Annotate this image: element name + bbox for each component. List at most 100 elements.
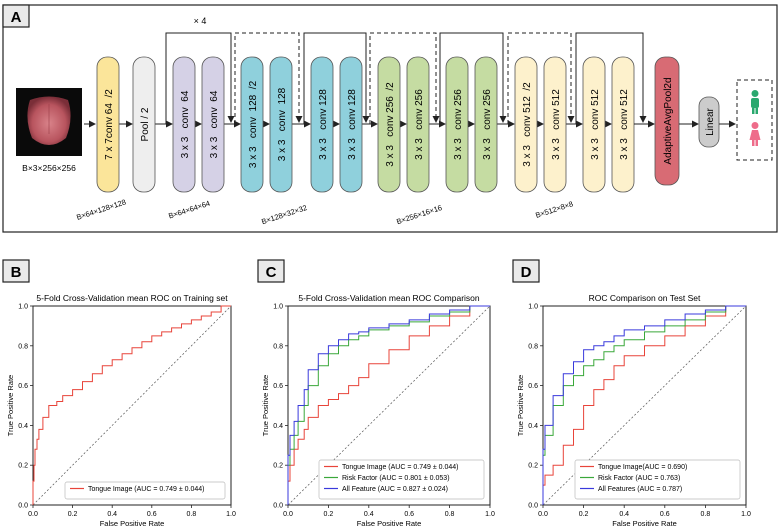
layer-block (474, 56, 498, 193)
person-leg (752, 140, 755, 146)
person-leg (752, 108, 755, 114)
x-tick-label: 0.4 (619, 511, 629, 518)
y-tick-label: 0.6 (273, 383, 283, 390)
person-leg (755, 140, 758, 146)
person-head (751, 122, 759, 129)
layer-label: 3 x 3 conv 128 (318, 89, 329, 160)
layer-label: 3 x 3 conv 128 (347, 89, 358, 160)
chart-title: ROC Comparison on Test Set (589, 293, 701, 303)
layer-block (269, 56, 293, 193)
x-tick-label: 0.0 (283, 511, 293, 518)
layer-label: 3 x 3 conv 128 (277, 87, 288, 161)
y-axis-label: True Positive Rate (6, 375, 15, 436)
layer-label: 3 x 3 conv 256 (414, 89, 425, 160)
layer-label: 3 x 3 conv 64 (180, 90, 191, 158)
y-tick-label: 0.2 (273, 463, 283, 470)
female-icon (749, 122, 761, 146)
y-tick-label: 1.0 (273, 304, 283, 311)
skip-connection (303, 32, 370, 124)
panel-b-label-box (2, 259, 30, 283)
x-tick-label: 1.0 (485, 511, 495, 518)
layer-block (377, 56, 401, 193)
layer-block (310, 56, 334, 193)
panel-d-label: D (521, 264, 532, 281)
x-tick-label: 0.6 (404, 511, 414, 518)
y-tick-label: 0.8 (528, 343, 538, 350)
layer-label: Pool / 2 (140, 107, 151, 141)
skip-connection (234, 32, 303, 124)
x-tick-label: 0.6 (147, 511, 157, 518)
layer-label: 3 x 3 conv 512 (590, 89, 601, 160)
x-tick-label: 1.0 (741, 511, 751, 518)
layer-label: 7 x 7conv 64 /2 (104, 89, 115, 160)
y-tick-label: 0.0 (273, 503, 283, 510)
layer-label: 3 x 3 conv 256 (453, 89, 464, 160)
adaptive-avg-pool-label: AdaptiveAvgPool2d (663, 77, 674, 164)
roc-chart-training: 5-Fold Cross-Validation mean ROC on Trai… (6, 293, 236, 528)
dimension-label: B×64×128×128 (75, 197, 127, 221)
x-axis-label: False Positive Rate (357, 519, 422, 528)
layer-label: 3 x 3 conv 128 /2 (248, 80, 259, 168)
x-tick-label: 0.6 (660, 511, 670, 518)
linear-block (698, 96, 720, 148)
input-size-label: B×3×256×256 (22, 163, 76, 173)
y-tick-label: 0.2 (528, 463, 538, 470)
x-tick-label: 0.2 (68, 511, 78, 518)
layer-block (582, 56, 606, 193)
y-tick-label: 0.8 (273, 343, 283, 350)
x-axis-label: False Positive Rate (612, 519, 677, 528)
legend-label: Risk Factor (AUC = 0.801 ± 0.053) (342, 475, 450, 482)
x-tick-label: 0.8 (445, 511, 455, 518)
panel-b-label: B (11, 264, 22, 281)
layer-block (201, 56, 225, 193)
dimension-label: B×128×32×32 (260, 203, 308, 226)
y-axis-label: True Positive Rate (261, 375, 270, 436)
person-leg (755, 108, 758, 114)
legend-label: Tongue Image (AUC = 0.749 ± 0.044) (342, 464, 459, 471)
y-tick-label: 0.4 (528, 423, 538, 430)
chart-title: 5-Fold Cross-Validation mean ROC Compari… (298, 293, 480, 303)
y-tick-label: 0.6 (18, 383, 28, 390)
x-tick-label: 0.0 (538, 511, 548, 518)
legend-label: All Feature (AUC = 0.827 ± 0.024) (342, 486, 448, 493)
output-box (736, 79, 773, 161)
skip-connection (165, 32, 235, 124)
skip-connection (369, 32, 440, 124)
x-tick-label: 0.0 (28, 511, 38, 518)
legend-label: All Features (AUC = 0.787) (598, 486, 682, 493)
panel-a-frame (2, 4, 778, 233)
legend-box (318, 459, 485, 500)
panel-d-label-box (512, 259, 540, 283)
layer-label: 3 x 3 conv 512 /2 (522, 82, 533, 167)
layer-block (240, 56, 264, 193)
skip-connection (507, 32, 575, 124)
person-body (749, 130, 761, 140)
legend-label: Risk Factor (AUC = 0.763) (598, 475, 680, 482)
y-tick-label: 0.0 (528, 503, 538, 510)
input-tongue-image (16, 88, 82, 156)
legend-label: Tongue Image (AUC = 0.749 ± 0.044) (88, 486, 205, 493)
dimension-label: B×512×8×8 (534, 199, 574, 220)
roc-series-line (32, 305, 231, 505)
layer-block (445, 56, 469, 193)
x-axis-label: False Positive Rate (100, 519, 165, 528)
dimension-label: B×64×64×64 (167, 199, 211, 221)
panel-a-label: A (11, 9, 22, 26)
panel-c-label-box (257, 259, 285, 283)
repeat-label: × 4 (194, 16, 207, 26)
chance-line (32, 305, 232, 506)
x-tick-label: 0.8 (701, 511, 711, 518)
person-head (751, 90, 759, 97)
linear-label: Linear (705, 107, 716, 135)
skip-connection (439, 32, 507, 124)
layer-block (339, 56, 363, 193)
x-tick-label: 1.0 (226, 511, 236, 518)
y-tick-label: 0.0 (18, 503, 28, 510)
y-tick-label: 0.4 (18, 423, 28, 430)
roc-chart-comparison: 5-Fold Cross-Validation mean ROC Compari… (261, 293, 495, 528)
legend-box (574, 459, 741, 500)
layer-block (132, 56, 156, 193)
y-tick-label: 0.8 (18, 343, 28, 350)
y-tick-label: 0.2 (18, 463, 28, 470)
roc-series-line (542, 305, 746, 505)
